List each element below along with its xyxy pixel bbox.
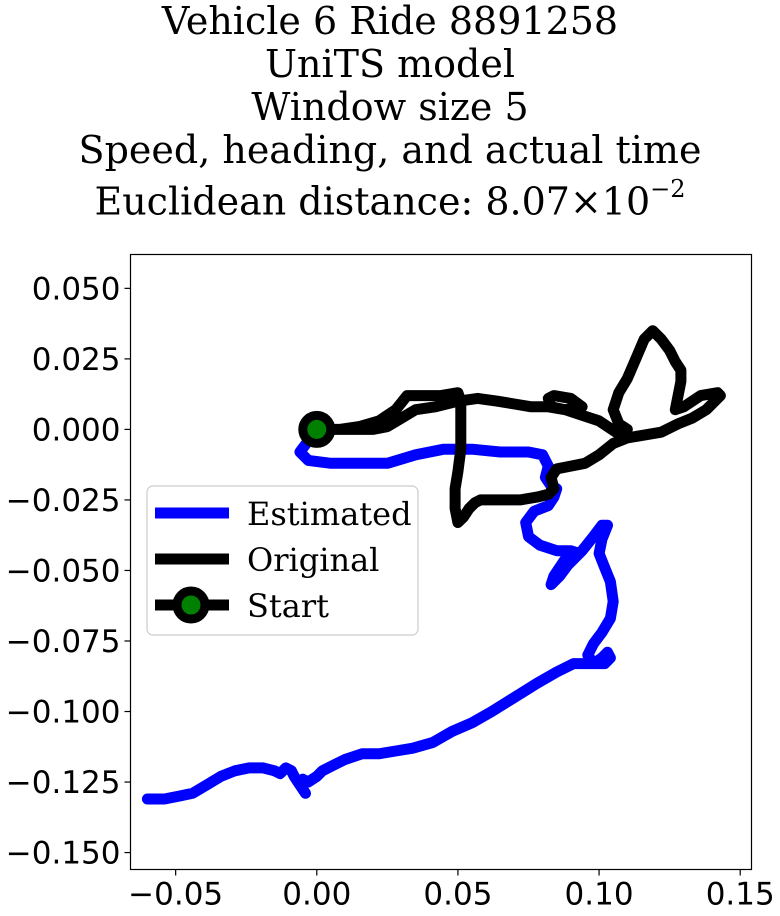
title-line-5: Euclidean distance: 8.07×10−2 (0, 172, 780, 224)
title-base: 10 (601, 179, 651, 224)
y-tick-label: 0.050 (32, 271, 121, 307)
y-tick-label: 0.000 (32, 412, 121, 448)
y-tick-label: −0.150 (6, 836, 121, 872)
x-tick-label: 0.00 (282, 877, 351, 913)
x-tick-label: 0.05 (423, 877, 492, 913)
title-line-4: Speed, heading, and actual time (78, 128, 702, 172)
y-tick-label: −0.125 (6, 765, 121, 801)
legend-original-label: Original (247, 541, 379, 579)
plot-frame (129, 253, 753, 871)
legend-start-marker (172, 586, 210, 624)
x-tick-label: 0.15 (706, 877, 775, 913)
start-marker (298, 410, 336, 448)
y-tick-label: −0.025 (6, 483, 121, 519)
title-exponent: −2 (650, 175, 686, 203)
title-distance-prefix: Euclidean distance: 8.07 (94, 179, 570, 224)
axis-layer: −0.05 0.00 0.05 0.10 0.15 0.050 0.025 0.000 −0.0… (6, 271, 775, 912)
y-tick-label: 0.025 (32, 342, 121, 378)
y-tick-label: −0.050 (6, 553, 121, 589)
title-line-3: Window size 5 (251, 85, 529, 129)
title-times-sign: × (569, 179, 602, 224)
x-tick-label: 0.10 (565, 877, 634, 913)
legend-start-label: Start (247, 587, 329, 625)
x-tick-label: −0.05 (128, 877, 223, 913)
legend: Estimated Original Start (146, 485, 419, 636)
title-line-2: UniTS model (265, 42, 515, 86)
legend-frame (146, 485, 419, 636)
legend-estimated-label: Estimated (247, 495, 412, 533)
y-tick-label: −0.075 (6, 624, 121, 660)
series-line-original (311, 325, 726, 528)
y-tick-label: −0.100 (6, 695, 121, 731)
series-layer (141, 325, 726, 805)
title-line-1: Vehicle 6 Ride 8891258 (161, 0, 619, 43)
chart-title: Vehicle 6 Ride 8891258 UniTS model Windo… (0, 0, 780, 224)
